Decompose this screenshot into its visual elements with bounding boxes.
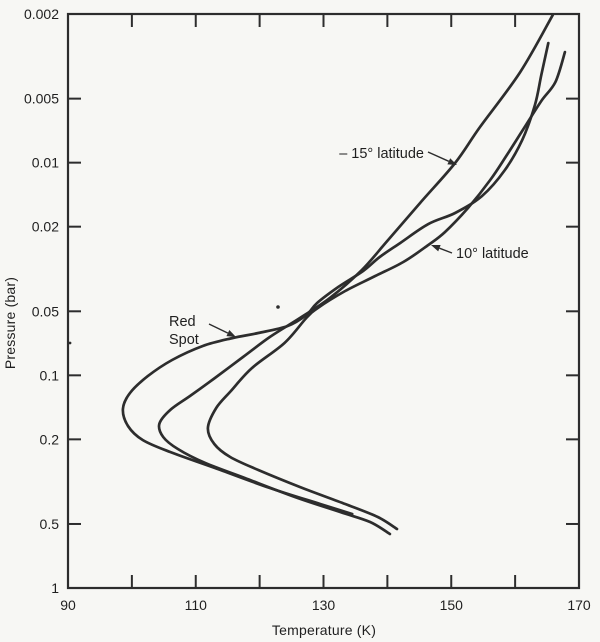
curve-10-latitude bbox=[206, 50, 567, 531]
red-spot-label-arrow-shaft bbox=[208, 323, 229, 334]
x-tick-label: 90 bbox=[60, 597, 76, 613]
minus15-label-arrowhead bbox=[447, 158, 457, 165]
y-tick-label: 0.05 bbox=[32, 303, 59, 319]
y-axis-title: Pressure (bar) bbox=[2, 276, 18, 370]
plot-frame bbox=[66, 12, 581, 590]
ten-label-arrow-shaft bbox=[439, 247, 453, 254]
scan-speck bbox=[68, 341, 72, 345]
y-tick-label: 0.1 bbox=[40, 367, 60, 383]
scan-speck bbox=[276, 305, 280, 309]
x-tick-label: 150 bbox=[440, 597, 464, 613]
y-tick-label: 0.01 bbox=[32, 155, 59, 171]
x-tick-label: 170 bbox=[567, 597, 591, 613]
x-axis-title: Temperature (K) bbox=[271, 622, 377, 638]
minus15-label-arrow-shaft bbox=[427, 151, 450, 162]
red-spot-label: Red bbox=[169, 314, 196, 330]
red-spot-label: Spot bbox=[169, 332, 199, 348]
ten-label-arrowhead bbox=[431, 245, 441, 252]
ten-label: 10° latitude bbox=[456, 246, 529, 262]
x-tick-label: 130 bbox=[312, 597, 336, 613]
y-tick-label: 1 bbox=[51, 580, 59, 596]
y-tick-label: 0.002 bbox=[24, 6, 59, 22]
y-tick-label: 0.5 bbox=[40, 516, 60, 532]
y-tick-label: 0.02 bbox=[32, 219, 59, 235]
y-tick-label: 0.005 bbox=[24, 91, 59, 107]
y-tick-label: 0.2 bbox=[40, 431, 60, 447]
x-tick-label: 110 bbox=[185, 597, 208, 613]
curve-red-spot bbox=[121, 41, 550, 516]
red-spot-label-arrowhead bbox=[226, 330, 236, 337]
minus15-label: – 15° latitude bbox=[339, 146, 424, 162]
